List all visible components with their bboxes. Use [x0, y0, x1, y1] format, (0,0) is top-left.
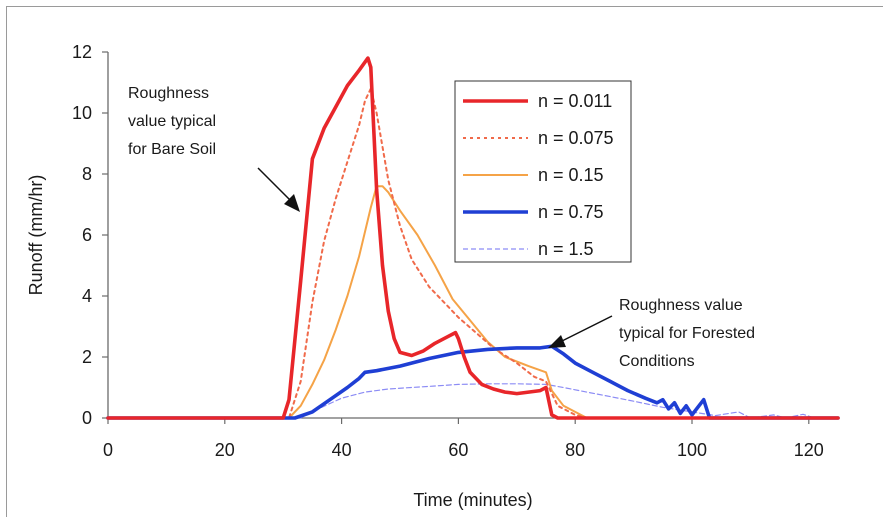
- x-tick-label: 100: [677, 440, 707, 460]
- y-tick-label: 6: [82, 225, 92, 245]
- x-axis-title: Time (minutes): [413, 490, 532, 510]
- series-line-1: [107, 87, 839, 419]
- legend-box: [454, 80, 632, 263]
- forested-annotation: Roughness value typical for Forested Con…: [548, 297, 755, 370]
- series-line-0: [106, 56, 840, 420]
- series-line-2: [107, 185, 839, 419]
- bare-soil-annotation-line-2: value typical: [128, 113, 216, 130]
- series-line-4: [107, 383, 839, 419]
- bare-soil-annotation-line-3: for Bare Soil: [128, 141, 216, 158]
- x-tick-label: 60: [448, 440, 468, 460]
- x-tick-label: 20: [215, 440, 235, 460]
- bare-soil-annotation-line-1: Roughness: [128, 85, 209, 102]
- forested-annotation-line-3: Conditions: [619, 353, 695, 370]
- series-line-3: [106, 344, 840, 420]
- bare-soil-arrow: [257, 167, 293, 203]
- forested-annotation-line-2: typical for Forested: [619, 325, 755, 342]
- y-tick-label: 8: [82, 164, 92, 184]
- x-tick-label: 40: [332, 440, 352, 460]
- bare-soil-arrowhead-icon: [284, 194, 300, 212]
- x-tick-label: 80: [565, 440, 585, 460]
- x-tick-label: 120: [794, 440, 824, 460]
- legend-label: n = 0.75: [538, 202, 604, 222]
- x-tick-label: 0: [103, 440, 113, 460]
- y-tick-label: 0: [82, 408, 92, 428]
- legend-label: n = 0.15: [538, 165, 604, 185]
- y-tick-label: 2: [82, 347, 92, 367]
- y-tick-label: 4: [82, 286, 92, 306]
- forested-arrowhead-icon: [548, 335, 566, 348]
- y-tick-label: 10: [72, 103, 92, 123]
- chart-frame: [6, 6, 883, 517]
- forested-arrow: [559, 315, 613, 343]
- legend-label: n = 1.5: [538, 239, 594, 259]
- legend: n = 0.011 n = 0.075 n = 0.15 n = 0.75 n = 1.…: [454, 80, 632, 263]
- legend-label: n = 0.075: [538, 128, 614, 148]
- y-axis-title: Runoff (mm/hr): [26, 175, 46, 296]
- y-tick-label: 12: [72, 42, 92, 62]
- forested-annotation-line-1: Roughness value: [619, 297, 743, 314]
- bare-soil-annotation: Roughness value typical for Bare Soil: [128, 85, 300, 212]
- legend-label: n = 0.011: [538, 91, 612, 111]
